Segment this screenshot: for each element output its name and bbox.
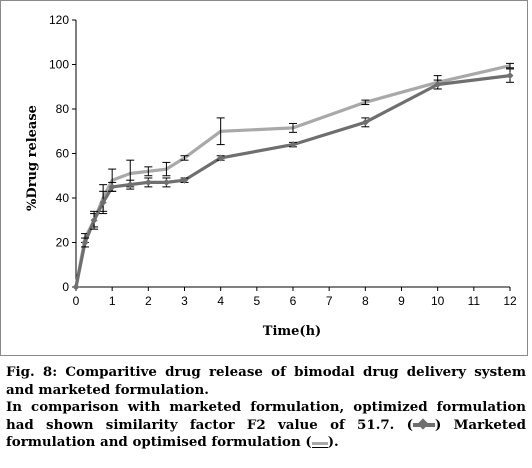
series-optimised	[74, 62, 514, 288]
x-axis-title: Time(h)	[263, 324, 321, 339]
data-point	[289, 141, 297, 149]
x-tick-label: 4	[217, 294, 224, 308]
data-point	[99, 198, 107, 206]
x-tick-label: 7	[326, 294, 333, 308]
y-axis-title: %Drug release	[25, 105, 40, 211]
data-point	[162, 178, 170, 186]
caption-line-1: Fig. 8: Comparitive drug release of bimo…	[6, 364, 526, 398]
x-tick-label: 8	[362, 294, 369, 308]
data-point	[126, 181, 134, 189]
data-point	[108, 183, 116, 191]
y-tick-label: 80	[56, 102, 70, 116]
x-tick-label: 2	[145, 294, 152, 308]
data-point	[361, 118, 369, 126]
series-marketed	[72, 68, 514, 291]
data-point	[217, 154, 225, 162]
x-tick-label: 3	[181, 294, 188, 308]
caption-text-c: ).	[327, 434, 339, 450]
series-line	[74, 74, 511, 288]
figure-caption: Fig. 8: Comparitive drug release of bimo…	[6, 364, 526, 452]
y-tick-label: 100	[49, 58, 69, 72]
optimised-legend-symbol	[311, 438, 328, 448]
data-point	[144, 178, 152, 186]
x-tick-label: 11	[468, 294, 481, 308]
data-point	[90, 216, 98, 224]
series-line	[74, 64, 511, 288]
y-tick-label: 60	[56, 147, 70, 161]
data-point	[81, 239, 89, 246]
series-layer	[72, 62, 514, 291]
data-point	[72, 283, 80, 291]
chart-frame	[0, 0, 528, 356]
y-tick-label: 20	[56, 236, 70, 250]
data-point	[434, 81, 442, 89]
x-tick-label: 6	[290, 294, 297, 308]
caption-text-b: ) Marketed formulation and optimised for…	[6, 416, 526, 451]
x-tick-label: 10	[431, 294, 445, 308]
marketed-legend-symbol	[412, 418, 435, 430]
caption-text-a: In comparison with marketed formulation,…	[6, 399, 526, 433]
x-tick-label: 12	[503, 294, 517, 308]
x-tick-label: 5	[253, 294, 260, 308]
x-tick-label: 0	[73, 294, 80, 308]
y-tick-label: 40	[56, 191, 70, 205]
x-tick-label: 9	[398, 294, 405, 308]
data-point	[506, 72, 514, 80]
x-tick-label: 1	[109, 294, 116, 308]
caption-line-2: In comparison with marketed formulation,…	[6, 399, 526, 452]
y-tick-label: 0	[62, 280, 69, 294]
data-point	[181, 176, 188, 184]
y-tick-label: 120	[49, 13, 69, 27]
